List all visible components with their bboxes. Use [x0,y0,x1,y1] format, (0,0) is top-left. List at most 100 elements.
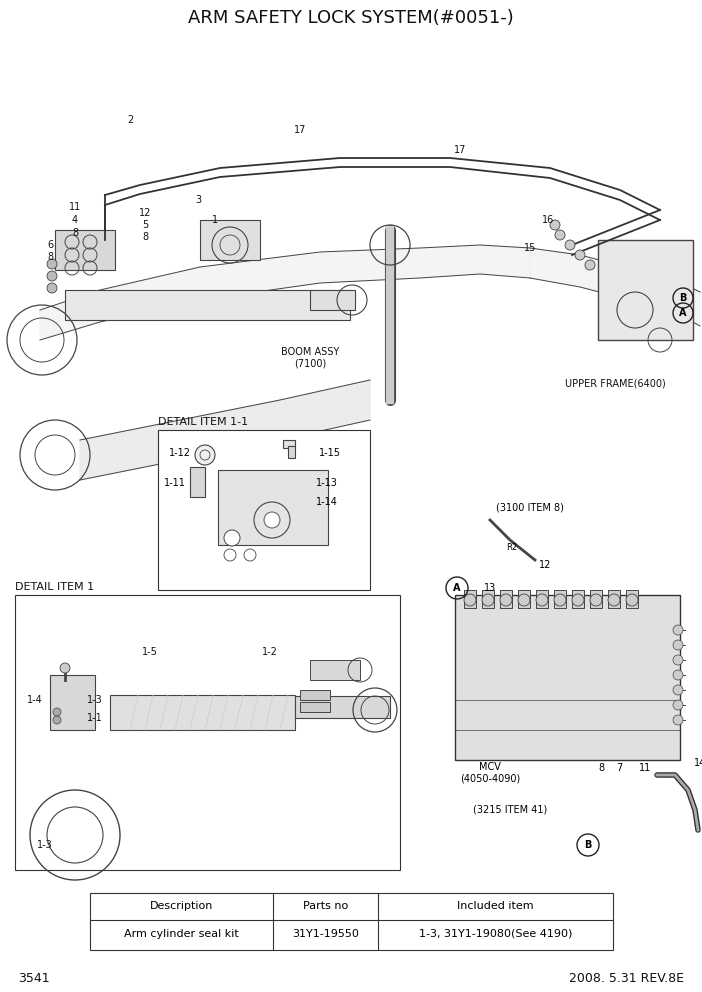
Text: 14: 14 [694,758,702,768]
Text: 12: 12 [139,208,151,218]
Bar [200,220,260,260]
Circle shape [224,549,236,561]
Circle shape [585,260,595,270]
Bar [482,590,494,608]
Bar [536,590,548,608]
Text: 2: 2 [127,115,133,125]
Circle shape [518,594,530,606]
Text: 15: 15 [524,243,536,253]
Bar [554,590,566,608]
Text: 1-3: 1-3 [87,695,103,705]
Text: (3215 ITEM 41): (3215 ITEM 41) [473,805,547,815]
Bar [158,430,370,590]
Text: 3541: 3541 [18,971,50,984]
Text: MCV
(4050-4090): MCV (4050-4090) [460,762,520,784]
Text: 17: 17 [294,125,306,135]
Circle shape [673,670,683,680]
Circle shape [47,283,57,293]
Bar [310,290,355,310]
Bar [598,240,693,340]
Circle shape [47,259,57,269]
Text: UPPER FRAME(6400): UPPER FRAME(6400) [564,378,665,388]
Circle shape [555,230,565,240]
Bar [500,590,512,608]
Circle shape [60,663,70,673]
Text: 1-3: 1-3 [37,840,53,850]
Bar [50,675,95,730]
Text: (3100 ITEM 8): (3100 ITEM 8) [496,503,564,513]
Circle shape [673,640,683,650]
Text: 13: 13 [484,583,496,593]
Text: 12: 12 [539,560,551,570]
Text: B: B [680,293,687,303]
Bar [455,595,680,760]
Text: 11: 11 [69,202,81,212]
Text: 1-15: 1-15 [319,448,341,458]
Circle shape [53,716,61,724]
Text: 1: 1 [212,215,218,225]
Text: BOOM ASSY
(7100): BOOM ASSY (7100) [281,347,339,369]
Text: Description: Description [150,901,213,911]
Text: 1-1: 1-1 [87,713,103,723]
Circle shape [550,220,560,230]
Text: 5: 5 [142,220,148,230]
Text: 1-14: 1-14 [316,497,338,507]
Bar [300,690,330,700]
Bar [295,696,390,718]
Bar [518,590,530,608]
Text: 31Y1-19550: 31Y1-19550 [292,929,359,939]
Bar [572,590,584,608]
Text: DETAIL ITEM 1: DETAIL ITEM 1 [15,582,94,592]
Bar [90,893,613,950]
Text: 1-11: 1-11 [164,478,186,488]
Circle shape [195,445,215,465]
Circle shape [608,594,620,606]
Bar [626,590,638,608]
Text: 4: 4 [72,215,78,225]
Circle shape [626,594,638,606]
Circle shape [673,700,683,710]
Circle shape [554,594,566,606]
Circle shape [264,512,280,528]
Bar [218,470,328,545]
Text: 6: 6 [47,240,53,250]
Circle shape [590,594,602,606]
Text: 1-2: 1-2 [262,647,278,657]
Circle shape [572,594,584,606]
Text: 7: 7 [616,763,622,773]
Circle shape [565,240,575,250]
Bar [55,230,115,270]
Bar [590,590,602,608]
Polygon shape [80,380,370,480]
Text: Arm cylinder seal kit: Arm cylinder seal kit [124,929,239,939]
Text: 3: 3 [195,195,201,205]
Text: ARM SAFETY LOCK SYSTEM(#0051-): ARM SAFETY LOCK SYSTEM(#0051-) [188,9,514,27]
Circle shape [47,271,57,281]
Text: 1-13: 1-13 [316,478,338,488]
Polygon shape [530,248,700,326]
Text: 8: 8 [598,763,604,773]
Bar [283,440,295,448]
Text: 8: 8 [142,232,148,242]
Text: 17: 17 [453,145,466,155]
Circle shape [673,655,683,665]
Text: 8: 8 [72,228,78,238]
Text: A: A [453,583,461,593]
Circle shape [244,549,256,561]
Text: R2: R2 [506,544,517,553]
Text: Parts no: Parts no [303,901,348,911]
Bar [300,702,330,712]
Circle shape [673,715,683,725]
Text: 2008. 5.31 REV.8E: 2008. 5.31 REV.8E [569,971,684,984]
Text: A: A [680,308,687,318]
Polygon shape [40,245,530,340]
Text: Included item: Included item [457,901,534,911]
Bar [310,660,360,680]
Text: 1-12: 1-12 [169,448,191,458]
Circle shape [482,594,494,606]
Circle shape [464,594,476,606]
Circle shape [673,625,683,635]
Bar [65,290,350,320]
Text: 1-3, 31Y1-19080(See 4190): 1-3, 31Y1-19080(See 4190) [418,929,572,939]
Text: 8: 8 [47,252,53,262]
